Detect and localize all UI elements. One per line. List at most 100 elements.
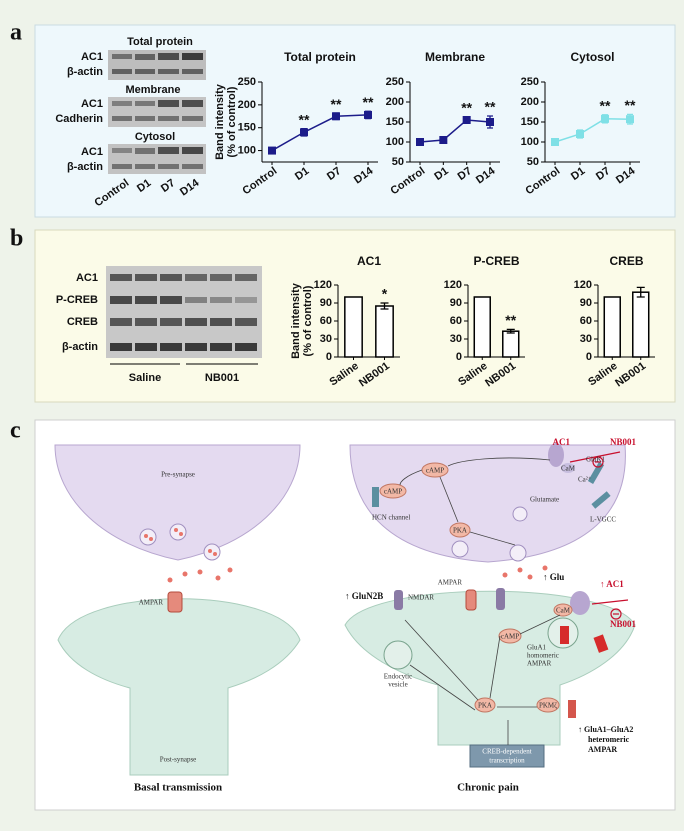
label: AMPAR bbox=[527, 660, 552, 668]
marker bbox=[551, 138, 559, 146]
panel-label: c bbox=[10, 418, 21, 444]
significance: ** bbox=[625, 97, 636, 113]
label: cAMP bbox=[501, 633, 519, 641]
label: AMPAR bbox=[588, 745, 617, 754]
y-tick-label: 30 bbox=[450, 333, 462, 345]
label: PKMζ bbox=[539, 702, 557, 710]
y-tick-label: 0 bbox=[456, 351, 462, 363]
label: heteromeric bbox=[588, 735, 630, 744]
label: CREB-dependent bbox=[482, 748, 531, 756]
blot-row: AC1 bbox=[81, 51, 103, 63]
label: CaM bbox=[561, 465, 576, 473]
y-tick-label: 90 bbox=[320, 297, 332, 309]
label: GluA1 bbox=[527, 644, 547, 652]
label: cAMP bbox=[426, 467, 444, 475]
y-tick-label: 50 bbox=[392, 156, 404, 168]
y-tick-label: 250 bbox=[386, 76, 404, 88]
label: ↑ AC1 bbox=[600, 579, 624, 589]
label: NB001 bbox=[610, 619, 637, 629]
caption: Basal transmission bbox=[134, 782, 222, 794]
y-axis-label: Band intensity bbox=[290, 282, 302, 359]
error-bar bbox=[380, 302, 389, 310]
label: ↑ Glu bbox=[543, 572, 564, 582]
blot-row: AC1 bbox=[76, 272, 98, 284]
y-axis-label: Band intensity bbox=[214, 83, 226, 160]
line bbox=[271, 114, 369, 152]
line bbox=[554, 118, 631, 143]
marker bbox=[300, 128, 308, 137]
marker bbox=[364, 110, 372, 119]
error-bar bbox=[506, 328, 515, 334]
marker bbox=[486, 118, 494, 126]
marker bbox=[601, 114, 609, 123]
y-tick-label: 50 bbox=[527, 156, 539, 168]
significance: ** bbox=[331, 96, 342, 112]
label: HCN channel bbox=[372, 514, 410, 522]
y-tick-label: 60 bbox=[450, 315, 462, 327]
bar bbox=[632, 291, 650, 358]
label: AMPAR bbox=[438, 579, 463, 587]
label: Ca²⁺ bbox=[578, 476, 592, 484]
label: vesicle bbox=[388, 681, 407, 689]
bar bbox=[502, 330, 520, 358]
y-tick-label: 30 bbox=[580, 333, 592, 345]
label: AMPAR bbox=[139, 599, 164, 607]
label: NMDAR bbox=[408, 594, 434, 602]
marker bbox=[416, 138, 424, 146]
y-tick-label: 60 bbox=[320, 315, 332, 327]
blot-row: Cadherin bbox=[55, 113, 103, 125]
panel-label: a bbox=[10, 20, 22, 46]
blot-row: CREB bbox=[67, 316, 98, 328]
marker bbox=[268, 146, 276, 155]
significance: ** bbox=[485, 99, 496, 115]
label: Post-synapse bbox=[160, 756, 197, 764]
significance: ** bbox=[600, 98, 611, 114]
bar bbox=[375, 305, 394, 358]
label: Endocytic bbox=[384, 673, 412, 681]
blot-row: P-CREB bbox=[56, 294, 98, 306]
y-tick-label: 120 bbox=[574, 279, 592, 291]
blot-title: Cytosol bbox=[135, 131, 175, 143]
error-bar bbox=[636, 286, 645, 298]
diagram-left: Pre-synapse AMPAR Post-synapse Basal tra… bbox=[54, 444, 301, 794]
y-tick-label: 120 bbox=[444, 279, 462, 291]
bar bbox=[344, 296, 363, 358]
blot-row: β-actin bbox=[67, 66, 103, 78]
y-tick-label: 150 bbox=[521, 116, 539, 128]
significance: * bbox=[382, 286, 388, 302]
y-tick-label: 100 bbox=[238, 144, 256, 156]
diagram-right: AC1 NB001 GluK1 CaM Ca²⁺ cAMP cAMP HCN c… bbox=[344, 437, 637, 794]
y-axis-label: (% of control) bbox=[302, 285, 314, 356]
blot-title: Membrane bbox=[125, 84, 180, 96]
blot-row: AC1 bbox=[81, 98, 103, 110]
chart-title: CREB bbox=[609, 254, 643, 268]
blot-row: β-actin bbox=[62, 341, 98, 353]
y-tick-label: 0 bbox=[326, 351, 332, 363]
y-tick-label: 120 bbox=[314, 279, 332, 291]
marker bbox=[626, 115, 634, 124]
blot-title: Total protein bbox=[127, 36, 193, 48]
chart-title: Membrane bbox=[425, 50, 485, 64]
label: CaM bbox=[556, 607, 571, 615]
marker bbox=[332, 112, 340, 121]
y-tick-label: 200 bbox=[238, 99, 256, 111]
line bbox=[419, 119, 491, 143]
label: Glutamate bbox=[530, 496, 559, 504]
y-tick-label: 90 bbox=[580, 297, 592, 309]
chart-title: Cytosol bbox=[570, 50, 614, 64]
y-tick-label: 150 bbox=[238, 122, 256, 134]
marker bbox=[439, 136, 448, 144]
marker bbox=[576, 130, 584, 138]
significance: ** bbox=[505, 312, 516, 328]
chart-title: P-CREB bbox=[473, 254, 519, 268]
label: homomeric bbox=[527, 652, 559, 660]
label: cAMP bbox=[384, 488, 402, 496]
label: ↑ GluN2B bbox=[345, 591, 383, 601]
y-tick-label: 60 bbox=[580, 315, 592, 327]
y-tick-label: 250 bbox=[521, 76, 539, 88]
significance: ** bbox=[363, 94, 374, 110]
y-tick-label: 90 bbox=[450, 297, 462, 309]
y-tick-label: 100 bbox=[521, 136, 539, 148]
label: ↑ GluA1–GluA2 bbox=[578, 725, 633, 734]
y-tick-label: 200 bbox=[386, 96, 404, 108]
